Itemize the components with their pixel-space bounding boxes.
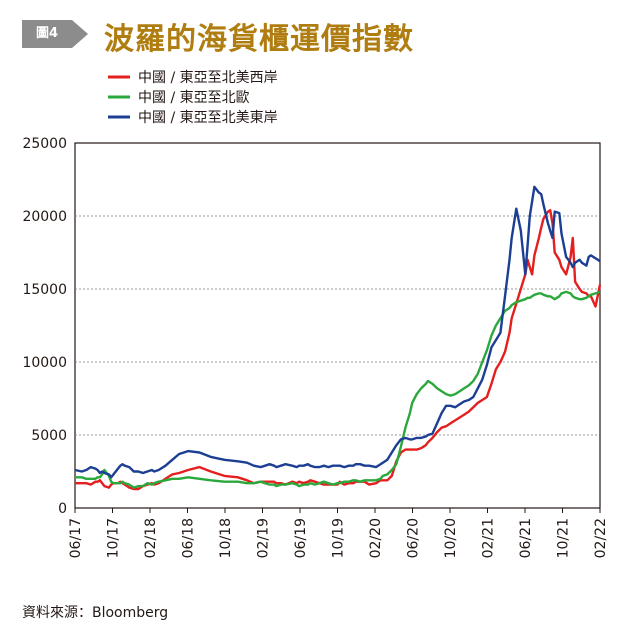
x-tick-label: 02/18 (143, 518, 159, 558)
x-tick-label: 06/18 (181, 518, 197, 558)
y-tick-label: 15000 (22, 282, 67, 298)
x-tick-label: 02/21 (481, 518, 497, 558)
y-tick-label: 25000 (22, 136, 67, 152)
x-tick-label: 10/20 (443, 518, 459, 558)
series-line (75, 208, 602, 491)
series-line (75, 290, 601, 489)
x-tick-label: 10/21 (556, 518, 572, 558)
series-line (74, 185, 601, 479)
x-tick-label: 06/20 (406, 518, 422, 558)
x-tick-label: 06/17 (68, 518, 84, 558)
x-tick-label: 06/21 (518, 518, 534, 558)
legend-label: 中國 / 東亞至北美西岸 (138, 70, 278, 86)
source-note: 資料來源：Bloomberg (22, 605, 169, 621)
x-tick-label: 02/20 (368, 518, 384, 558)
y-tick-label: 10000 (22, 355, 67, 371)
x-tick-label: 02/22 (593, 518, 609, 558)
plot-frame (74, 142, 601, 509)
x-tick-label: 10/19 (331, 518, 347, 558)
legend-label: 中國 / 東亞至北美東岸 (138, 110, 278, 126)
chart-title: 波羅的海貨櫃運價指數 (104, 22, 414, 57)
y-tick-label: 20000 (22, 209, 67, 225)
x-tick-label: 10/17 (106, 518, 122, 558)
x-tick-label: 02/19 (256, 518, 272, 558)
x-tick-label: 06/19 (293, 518, 309, 558)
figure-badge: 圖4 (22, 20, 72, 48)
x-tick-label: 10/18 (218, 518, 234, 558)
y-tick-label: 0 (58, 501, 67, 517)
legend-label: 中國 / 東亞至北歐 (138, 90, 250, 106)
badge-arrow-icon (72, 20, 88, 48)
y-tick-label: 5000 (31, 428, 67, 444)
